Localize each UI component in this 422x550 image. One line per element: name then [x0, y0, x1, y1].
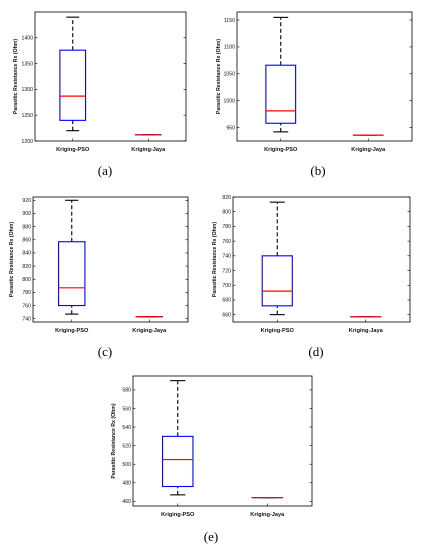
y-tick-label: 700	[222, 283, 231, 289]
category-label: Kriging-PSO	[264, 147, 298, 153]
box-kriging-pso	[161, 380, 194, 496]
panel-d: 660 680 700 720 740 760 780 800 820 Kriging-PSO Kr…	[212, 195, 411, 359]
panel-e: 460 480 500 520 540 560 580 Kriging-PSO Kriging-…	[111, 375, 313, 544]
category-label: Kriging-Jaya	[250, 512, 285, 518]
y-tick-label: 820	[222, 195, 231, 201]
box-kriging-pso	[59, 16, 87, 132]
iqr-box	[161, 435, 194, 488]
panel-label: (b)	[310, 163, 325, 178]
y-tick-label: 560	[122, 406, 131, 412]
iqr-box	[261, 255, 293, 307]
panel-label: (a)	[98, 163, 112, 178]
panel-label: (c)	[98, 344, 112, 359]
plot-frame	[232, 196, 411, 323]
plot-frame	[34, 11, 187, 142]
y-tick-label: 740	[22, 317, 31, 323]
y-tick-label: 780	[222, 224, 231, 230]
iqr-box	[58, 241, 86, 307]
category-label: Kriging-Jaya	[131, 147, 166, 153]
panel-c: 740 760 780 800 820 840 860 880 900 920 Kriging-PS…	[9, 196, 189, 359]
y-tick-label: 540	[122, 425, 131, 431]
y-tick-label: 920	[22, 198, 31, 204]
category-label: Kriging-PSO	[56, 147, 90, 153]
plot-frame	[132, 375, 313, 507]
y-tick-label: 800	[222, 210, 231, 216]
y-tick-label: 1200	[21, 139, 33, 145]
iqr-box	[59, 49, 87, 121]
category-label: Kriging-Jaya	[351, 147, 386, 153]
y-tick-label: 760	[222, 239, 231, 245]
y-tick-label: 760	[22, 303, 31, 309]
y-tick-label: 500	[122, 462, 131, 468]
category-label: Kriging-PSO	[55, 328, 89, 334]
box-kriging-pso	[58, 199, 86, 315]
category-label: Kriging-PSO	[261, 328, 295, 334]
iqr-box	[265, 64, 297, 124]
y-tick-label: 780	[22, 290, 31, 296]
y-tick-label: 460	[122, 499, 131, 505]
y-axis-label: Parasitic Resistance Rx (Ohm)	[212, 222, 218, 298]
y-tick-label: 840	[22, 251, 31, 257]
plot-frame	[236, 11, 413, 142]
y-tick-label: 480	[122, 481, 131, 487]
y-axis-label: Parasitic Resistance Rx (Ohm)	[9, 222, 15, 298]
y-tick-label: 900	[22, 211, 31, 217]
y-tick-label: 860	[22, 238, 31, 244]
y-axis-label: Parasitic Resistance Rx (Ohm)	[216, 39, 222, 115]
category-label: Kriging-Jaya	[132, 328, 167, 334]
y-axis-label: Parasitic Resistance Rx (Ohm)	[13, 39, 19, 115]
y-tick-label: 1100	[224, 45, 235, 51]
y-tick-label: 1400	[21, 36, 33, 42]
y-tick-label: 1250	[21, 113, 33, 119]
panel-b: 950 1000 1050 1100 1150 Kriging-PSO Kriging-Ja…	[216, 11, 413, 178]
y-tick-label: 1350	[21, 61, 33, 67]
y-tick-label: 720	[222, 268, 231, 274]
y-tick-label: 950	[226, 125, 235, 131]
plot-frame	[32, 196, 189, 323]
panel-label: (d)	[308, 344, 323, 359]
y-tick-label: 1050	[223, 72, 235, 78]
y-tick-label: 680	[222, 298, 231, 304]
y-tick-label: 1000	[223, 98, 235, 104]
category-label: Kriging-Jaya	[349, 328, 384, 334]
box-kriging-pso	[265, 16, 297, 133]
y-axis-label: Parasitic Resistance Rx (Ohm)	[111, 403, 117, 479]
category-label: Kriging-PSO	[161, 512, 195, 518]
y-tick-label: 580	[122, 388, 131, 394]
y-tick-label: 820	[22, 264, 31, 270]
y-tick-label: 740	[222, 254, 231, 260]
y-tick-label: 520	[122, 443, 131, 449]
y-tick-label: 1300	[21, 87, 33, 93]
y-tick-label: 880	[22, 224, 31, 230]
panel-a: 1200 1250 1300 1350 1400 Kriging-PSO Kriging-J…	[13, 11, 187, 178]
y-tick-label: 1150	[224, 18, 235, 24]
panel-label: (e)	[204, 529, 218, 544]
box-kriging-pso	[261, 201, 293, 316]
y-tick-label: 660	[222, 312, 231, 318]
y-tick-label: 800	[22, 277, 31, 283]
